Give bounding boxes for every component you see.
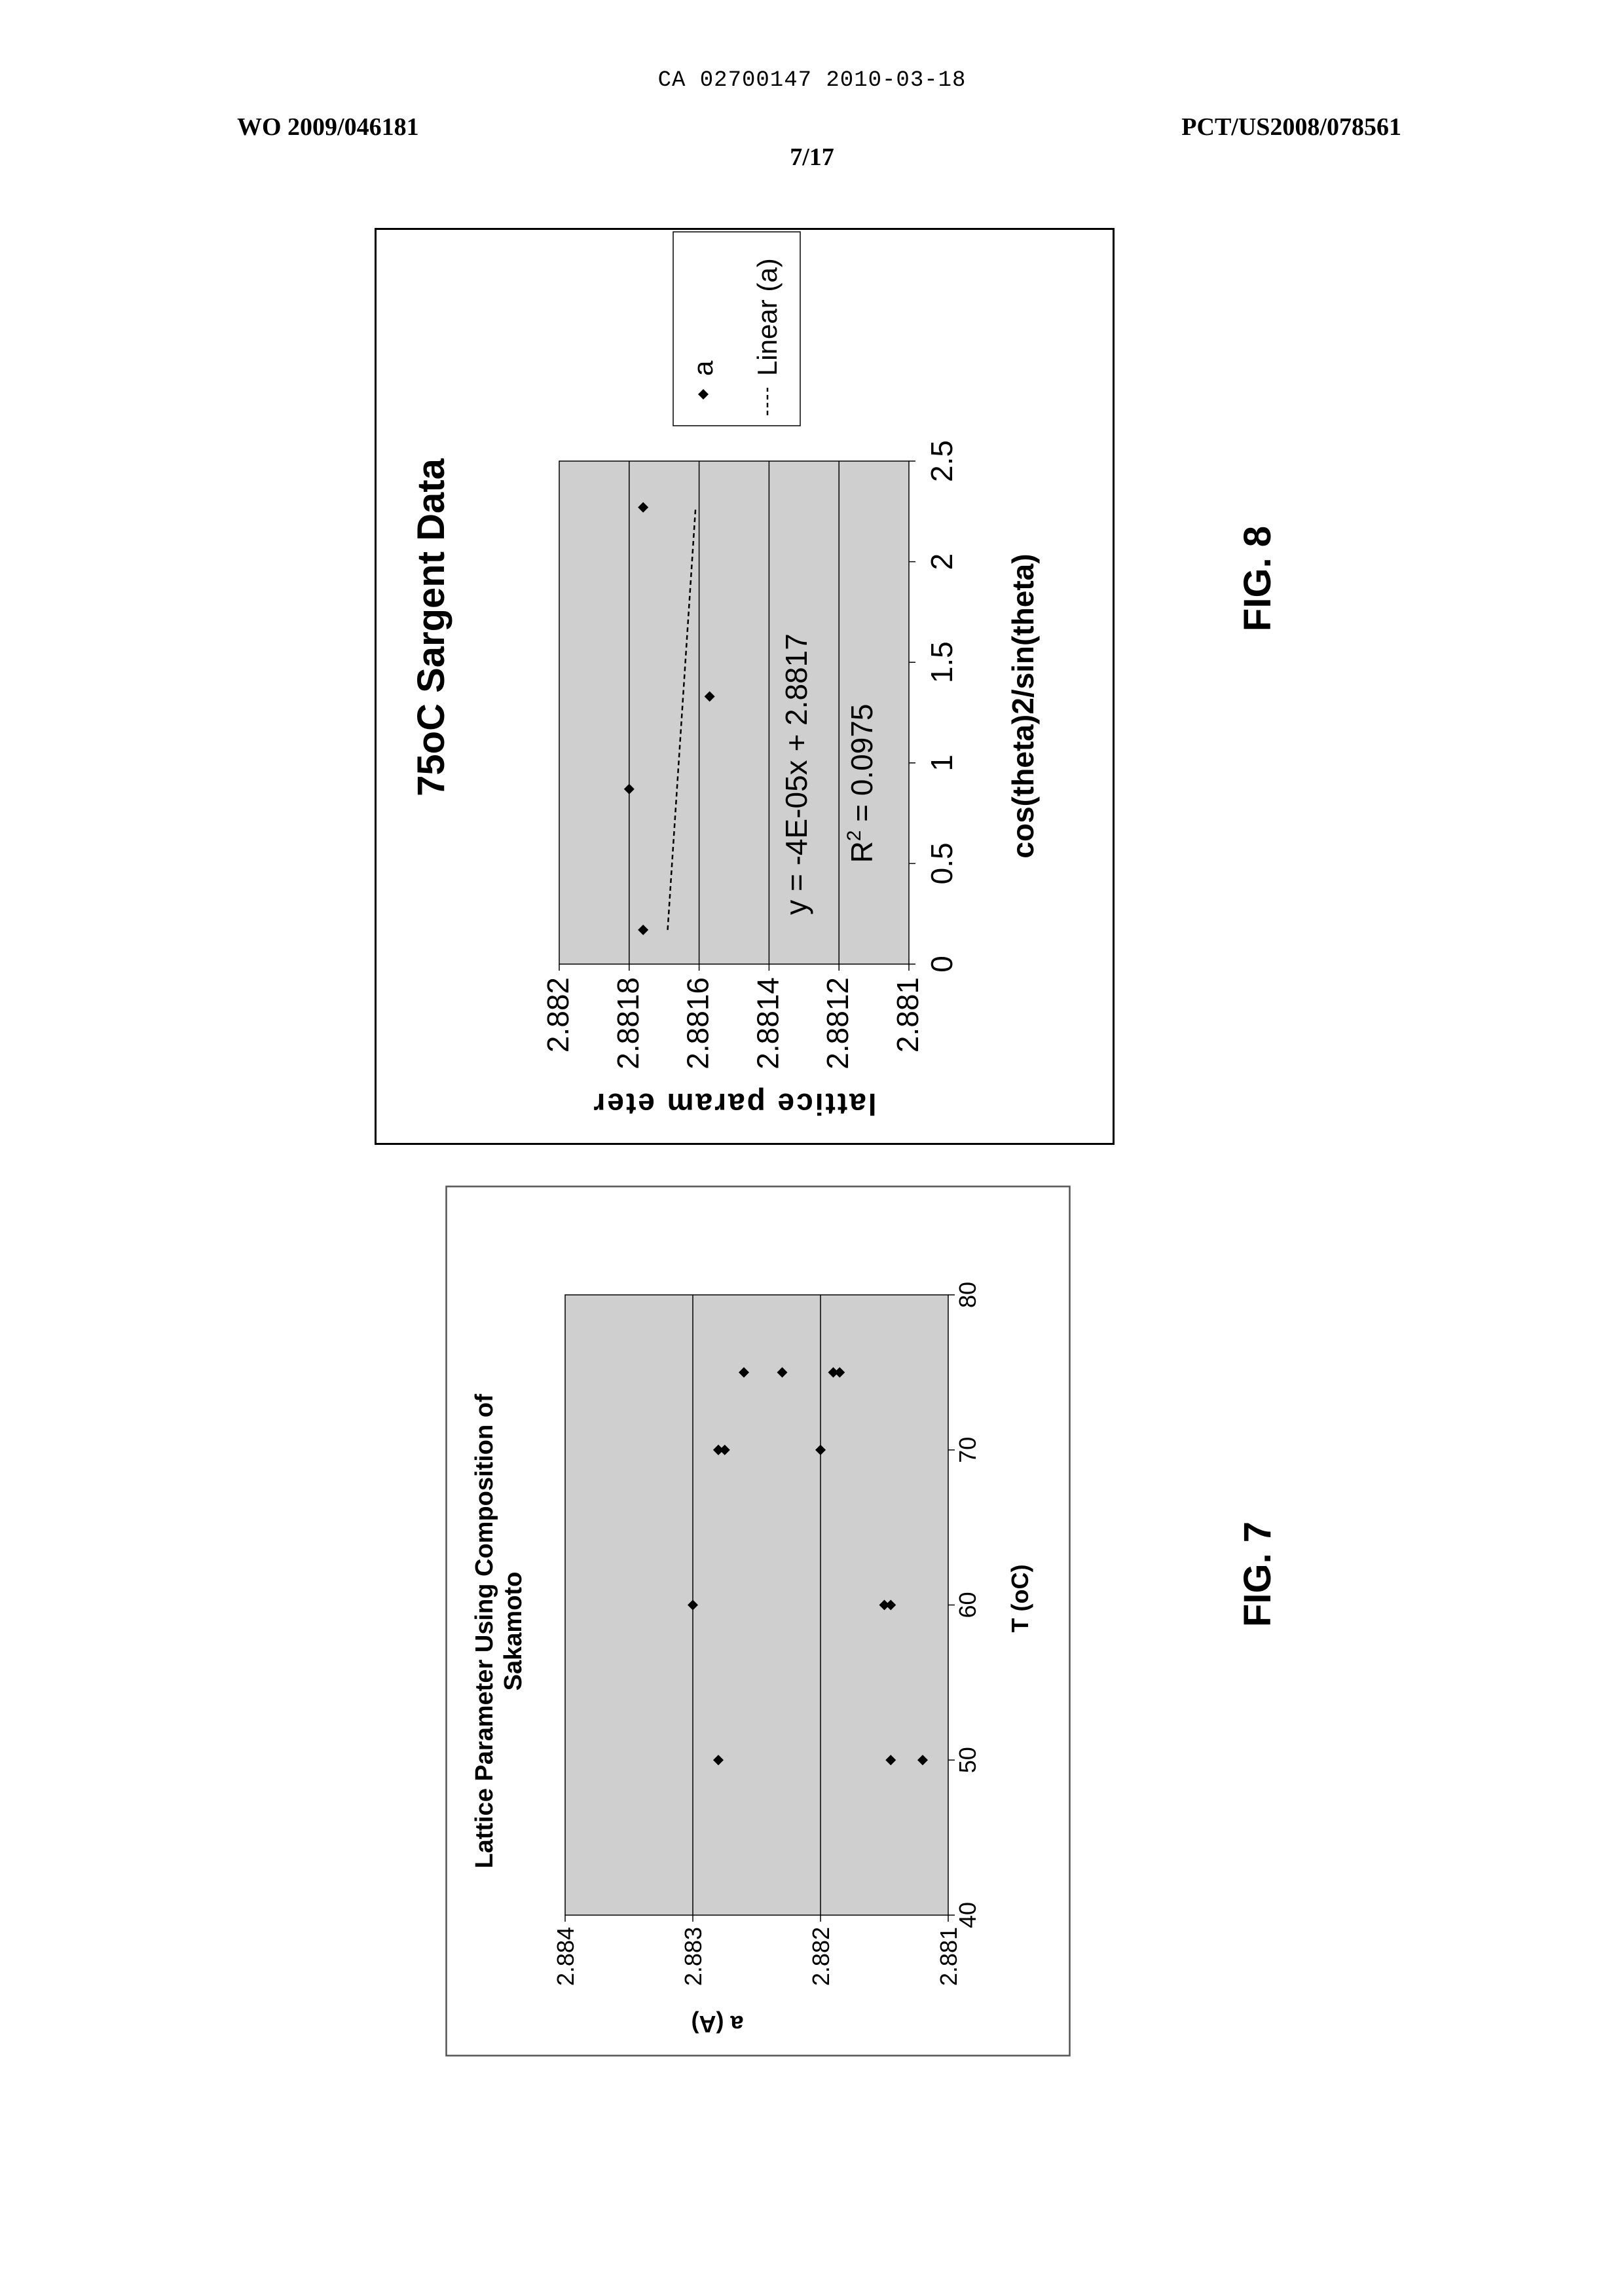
- fig8-legend-marker-label: a: [688, 360, 718, 376]
- fig8-x-tick-label: 0: [925, 956, 959, 973]
- fig8-y-axis-label: lattice param eter: [592, 1087, 877, 1121]
- fig7-label: FIG. 7: [1236, 1521, 1280, 1627]
- fig7-x-tick-label: 60: [954, 1592, 981, 1618]
- fig7-x-tick-label: 40: [954, 1902, 981, 1928]
- application-number: PCT/US2008/078561: [1181, 113, 1401, 141]
- fig8-r2-value: = 0.0975: [845, 703, 879, 830]
- document-id-line: CA 02700147 2010-03-18: [0, 68, 1624, 93]
- fig7-x-axis-label: T (oC): [1006, 1565, 1033, 1633]
- fig8-x-tick-label: 1.5: [925, 641, 959, 683]
- fig7-title-line: Lattice Parameter Using Composition of: [471, 1394, 498, 1869]
- fig7-x-tick-label: 70: [954, 1437, 981, 1463]
- fig8-x-tick-label: 1: [925, 755, 959, 772]
- publication-number: WO 2009/046181: [237, 113, 419, 141]
- fig8-label: FIG. 8: [1236, 526, 1280, 631]
- fig8-y-tick-label: 2.8814: [750, 977, 784, 1070]
- fig7-y-tick-label: 2.882: [807, 1927, 834, 1986]
- fig8-x-tick-label: 2.5: [925, 440, 959, 482]
- fig8-y-tick-label: 2.8816: [681, 977, 715, 1070]
- fig8-y-tick-label: 2.8812: [821, 977, 855, 1070]
- fig7-chart: 2.881 2.882 2.883 2.884 40 50 60 70 80 Lattice P…: [445, 1185, 1071, 2057]
- page-number: 7/17: [0, 143, 1624, 172]
- fig7-y-tick-label: 2.883: [680, 1927, 707, 1986]
- fig7-y-tick-label: 2.884: [552, 1927, 579, 1986]
- fig8-equation: y = -4E-05x + 2.8817: [779, 633, 813, 915]
- fig8-r2-sup: 2: [843, 830, 865, 842]
- fig8-title: 75oC Sargent Data: [410, 458, 452, 796]
- fig8-y-tick-label: 2.881: [891, 977, 925, 1053]
- fig8-x-tick-label: 2: [925, 553, 959, 570]
- fig8-legend-line-label: Linear (a): [752, 258, 783, 376]
- fig8-y-tick-label: 2.882: [541, 977, 575, 1053]
- fig7-x-tick-label: 50: [954, 1747, 981, 1773]
- fig7-x-tick-label: 80: [954, 1282, 981, 1308]
- fig7-y-tick-label: 2.881: [935, 1927, 962, 1986]
- fig8-chart: 2.882 2.8818 2.8816 2.8814 2.8812 2.8810 0.5 1 1…: [375, 228, 1115, 1145]
- fig7-y-axis-label: a (A): [692, 2011, 744, 2038]
- fig8-r2-r: R: [845, 841, 879, 863]
- fig8-legend: a Linear (a): [673, 232, 800, 426]
- fig8-x-axis-label: cos(theta)2/sin(theta): [1006, 553, 1040, 858]
- fig8-x-tick-label: 0.5: [925, 842, 959, 884]
- fig7-title-line: Sakamoto: [500, 1572, 527, 1691]
- fig8-y-tick-label: 2.8818: [611, 977, 645, 1070]
